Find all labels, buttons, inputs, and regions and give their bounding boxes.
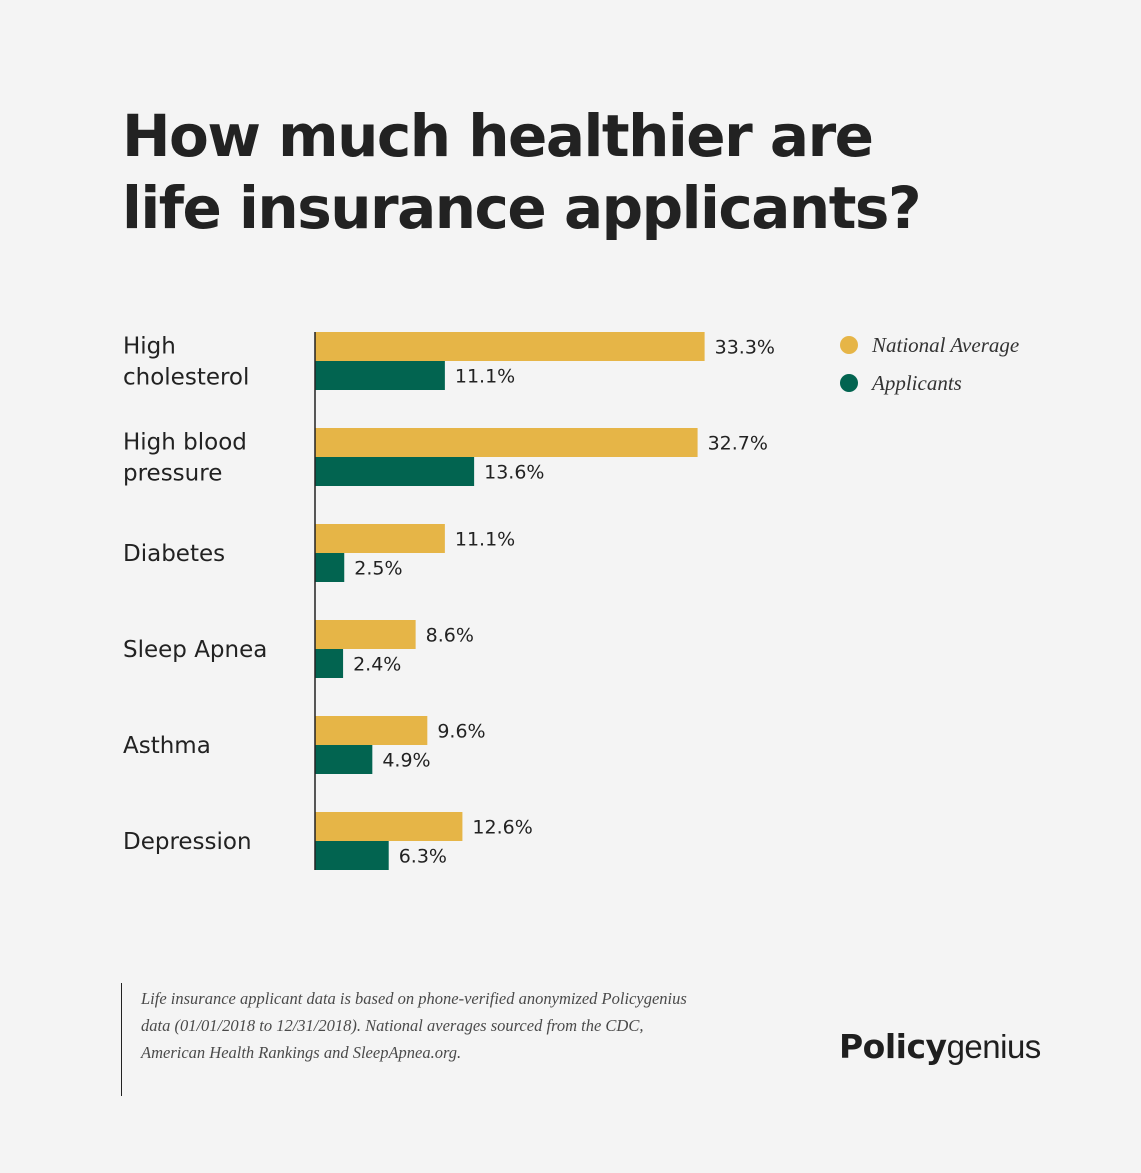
category-label-line: cholesterol (123, 365, 249, 391)
bar-applicants-diabetes (315, 553, 345, 582)
value-label-applicants-diabetes: 2.5% (354, 558, 402, 580)
bar-applicants-asthma (315, 745, 373, 774)
category-label-asthma: Asthma (123, 733, 211, 759)
bar-national-average-diabetes (315, 524, 445, 553)
footnote-line-3: American Health Rankings and SleepApnea.… (141, 1043, 462, 1062)
category-label-line: pressure (123, 461, 222, 487)
bar-applicants-sleep-apnea (315, 649, 344, 678)
legend-label-national-average: National Average (872, 332, 1020, 357)
value-label-applicants-sleep-apnea: 2.4% (353, 654, 401, 676)
legend: National Average Applicants (840, 326, 1019, 402)
bar-national-average-depression (315, 812, 463, 841)
bar-national-average-high-cholesterol (315, 332, 705, 361)
value-label-applicants-high-blood-pressure: 13.6% (484, 462, 544, 484)
chart-title: How much healthier are life insurance ap… (122, 100, 1022, 244)
legend-item-national-average: National Average (840, 326, 1019, 364)
logo-part-genius: genius (946, 1028, 1042, 1065)
value-label-national-average-sleep-apnea: 8.6% (426, 625, 474, 647)
value-label-national-average-asthma: 9.6% (437, 721, 485, 743)
bar-national-average-sleep-apnea (315, 620, 416, 649)
policygenius-logo: Policygenius (839, 1027, 1041, 1066)
value-label-applicants-depression: 6.3% (399, 846, 447, 868)
bar-applicants-high-cholesterol (315, 361, 445, 390)
category-label-sleep-apnea: Sleep Apnea (123, 637, 267, 663)
category-label-line: Diabetes (123, 541, 225, 567)
category-label-line: High (123, 334, 176, 360)
category-label-high-cholesterol: High cholesterol (123, 334, 249, 391)
legend-item-applicants: Applicants (840, 364, 1019, 402)
bar-national-average-asthma (315, 716, 428, 745)
category-label-line: Sleep Apnea (123, 637, 267, 663)
value-label-applicants-asthma: 4.9% (382, 750, 430, 772)
category-label-high-blood-pressure: High blood pressure (123, 430, 247, 487)
category-label-depression: Depression (123, 829, 252, 855)
title-line-1: How much healthier are (122, 102, 874, 170)
footnote-line-2: data (01/01/2018 to 12/31/2018). Nationa… (141, 1016, 644, 1035)
footnote: Life insurance applicant data is based o… (141, 985, 741, 1066)
bar-applicants-high-blood-pressure (315, 457, 475, 486)
bar-applicants-depression (315, 841, 389, 870)
value-label-national-average-high-blood-pressure: 32.7% (708, 433, 768, 455)
legend-swatch-applicants (840, 374, 858, 392)
bar-national-average-high-blood-pressure (315, 428, 698, 457)
value-label-national-average-depression: 12.6% (472, 817, 532, 839)
bar-chart: High cholesterol 33.3% 11.1% High blood press… (123, 332, 775, 870)
legend-label-applicants: Applicants (872, 370, 962, 395)
value-label-applicants-high-cholesterol: 11.1% (455, 366, 515, 388)
category-label-line: High blood (123, 430, 247, 456)
category-label-line: Asthma (123, 733, 211, 759)
category-label-line: Depression (123, 829, 252, 855)
value-label-national-average-diabetes: 11.1% (455, 529, 515, 551)
footnote-line-1: Life insurance applicant data is based o… (141, 989, 687, 1008)
value-label-national-average-high-cholesterol: 33.3% (715, 337, 775, 359)
title-line-2: life insurance applicants? (122, 174, 922, 242)
footnote-rule (121, 983, 122, 1096)
category-label-diabetes: Diabetes (123, 541, 225, 567)
logo-part-policy: Policy (839, 1027, 947, 1066)
legend-swatch-national-average (840, 336, 858, 354)
